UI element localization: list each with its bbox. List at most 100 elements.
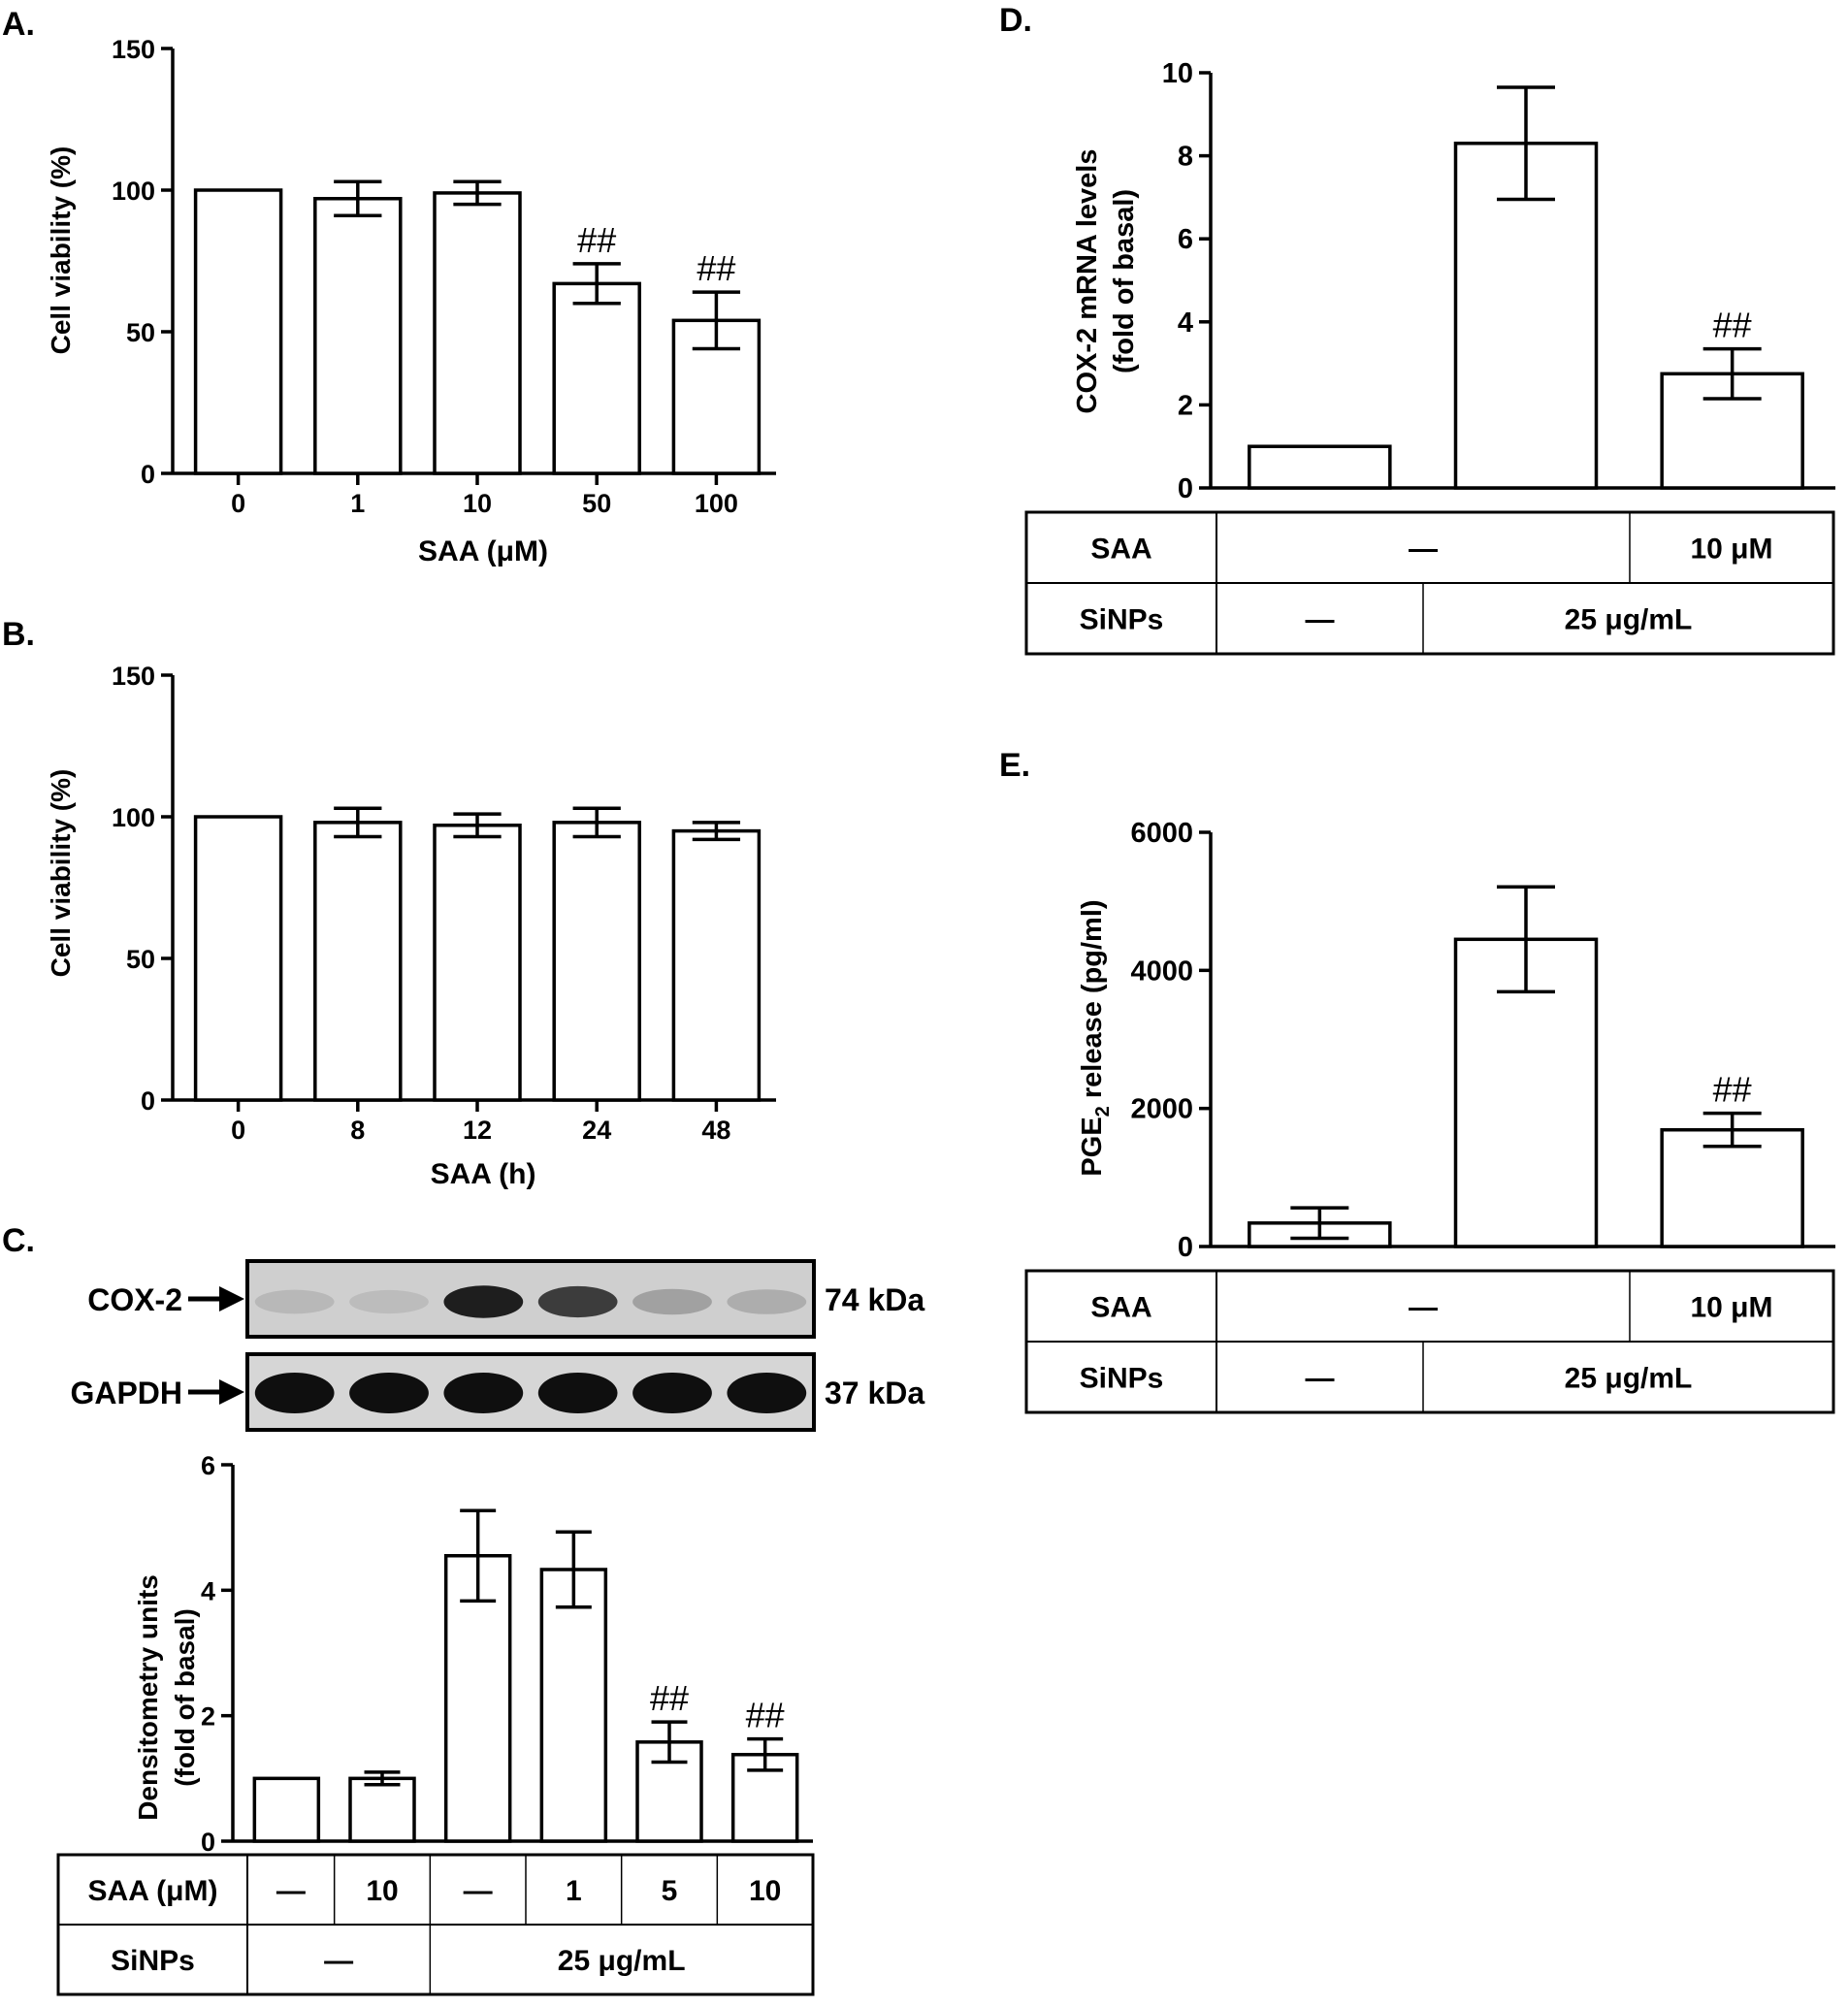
panel-e-ylabel-main: PGE bbox=[1077, 1117, 1108, 1176]
blot-band bbox=[349, 1289, 429, 1314]
table-cell: 25 μg/mL bbox=[558, 1945, 686, 1977]
bar bbox=[552, 281, 641, 475]
table-cell: — bbox=[1306, 604, 1335, 636]
table-row-label: SiNPs bbox=[111, 1945, 195, 1977]
significance-mark: ## bbox=[1713, 1070, 1752, 1110]
significance-mark: ## bbox=[577, 220, 616, 260]
panel-e-plot: 0 2000 4000 6000 ## bbox=[1130, 818, 1835, 1263]
panel-c: C. COX-2 74 kDa GAPDH 37 kDa 0 2 4 6 ## ## Densi… bbox=[2, 1222, 924, 1996]
blot-protein-label: COX-2 bbox=[87, 1282, 182, 1317]
blot-band bbox=[727, 1373, 807, 1413]
y-tick-label: 100 bbox=[112, 803, 155, 832]
bar bbox=[671, 828, 762, 1102]
blot-band bbox=[632, 1288, 712, 1315]
blot-band bbox=[537, 1373, 618, 1413]
x-tick-label: 8 bbox=[350, 1116, 365, 1145]
panel-e-ylabel-sub: 2 bbox=[1092, 1106, 1114, 1117]
y-tick-label: 10 bbox=[1162, 58, 1193, 89]
panel-a-xlabel: SAA (μM) bbox=[418, 535, 548, 567]
x-tick-label: 10 bbox=[463, 489, 492, 518]
panel-c-plot: 0 2 4 6 ## ## bbox=[201, 1451, 813, 1857]
y-tick-label: 0 bbox=[141, 460, 155, 489]
bar bbox=[193, 815, 283, 1102]
y-tick-label: 150 bbox=[112, 35, 155, 64]
panel-e-label: E. bbox=[999, 747, 1030, 784]
panel-a-plot: 0 50 100 150 0 1 10 ## 50 ## 100 bbox=[112, 35, 776, 518]
table-row-label: SAA (μM) bbox=[88, 1875, 218, 1907]
x-tick-label: 100 bbox=[695, 489, 738, 518]
x-tick-label: 12 bbox=[463, 1116, 492, 1145]
panel-c-ylabel-line2: (fold of basal) bbox=[170, 1608, 200, 1787]
arrow-icon-head bbox=[219, 1286, 244, 1312]
table-cell: — bbox=[464, 1875, 493, 1907]
y-tick-label: 2000 bbox=[1130, 1094, 1193, 1125]
panel-b-plot: 0 50 100 150 0 8 12 24 48 bbox=[112, 662, 776, 1145]
table-cell: 10 bbox=[749, 1875, 781, 1907]
x-tick-label: 50 bbox=[582, 489, 611, 518]
bar bbox=[252, 1776, 321, 1843]
y-tick-label: 0 bbox=[1178, 1232, 1193, 1263]
panel-b-label: B. bbox=[2, 616, 35, 653]
blot-band bbox=[727, 1289, 807, 1314]
table-cell: 10 μM bbox=[1690, 1292, 1772, 1324]
y-tick-label: 2 bbox=[201, 1702, 215, 1732]
y-tick-label: 2 bbox=[1178, 390, 1193, 421]
panel-c-treatment-table: SAA (μM) SiNPs — 10 — 1 5 10 — 25 μg/mL bbox=[56, 1853, 815, 1996]
table-cell: — bbox=[1409, 1292, 1438, 1324]
y-tick-label: 4 bbox=[1178, 308, 1193, 339]
y-tick-label: 0 bbox=[141, 1086, 155, 1116]
table-cell: 5 bbox=[662, 1875, 678, 1907]
x-tick-label: 1 bbox=[350, 489, 365, 518]
panel-b-xlabel: SAA (h) bbox=[431, 1158, 536, 1190]
panel-c-western-blot: COX-2 74 kDa GAPDH 37 kDa bbox=[70, 1259, 924, 1432]
table-row-label: SiNPs bbox=[1080, 604, 1164, 636]
blot-size-label: 37 kDa bbox=[825, 1376, 924, 1410]
table-row-label: SiNPs bbox=[1080, 1363, 1164, 1395]
panel-e-treatment-table: SAA SiNPs — 10 μM — 25 μg/mL bbox=[1024, 1269, 1835, 1414]
bar bbox=[1660, 1127, 1804, 1248]
significance-mark: ## bbox=[650, 1678, 689, 1718]
blot-band bbox=[254, 1289, 335, 1314]
bar bbox=[193, 188, 283, 475]
panel-d: D. 0 2 4 6 8 10 ## COX-2 mRNA levels (fold of … bbox=[999, 2, 1835, 656]
bar bbox=[433, 191, 522, 475]
table-cell: — bbox=[324, 1945, 353, 1977]
blot-band bbox=[537, 1285, 618, 1318]
y-tick-label: 50 bbox=[126, 318, 155, 347]
panel-d-ylabel-line2: (fold of basal) bbox=[1109, 189, 1140, 373]
bar bbox=[433, 824, 522, 1102]
blot-box bbox=[245, 1259, 816, 1339]
panel-b-ylabel: Cell viability (%) bbox=[46, 769, 76, 978]
panel-e-ylabel: PGE2 release (pg/ml) bbox=[1077, 899, 1114, 1176]
panel-d-plot: 0 2 4 6 8 10 ## bbox=[1162, 58, 1835, 504]
table-cell: 1 bbox=[566, 1875, 582, 1907]
x-tick-label: 24 bbox=[582, 1116, 611, 1145]
table-cell: 10 μM bbox=[1690, 534, 1772, 566]
table-cell: 10 bbox=[366, 1875, 398, 1907]
panel-d-ylabel-line1: COX-2 mRNA levels bbox=[1072, 149, 1103, 414]
significance-mark: ## bbox=[1713, 306, 1752, 345]
panel-a-ylabel: Cell viability (%) bbox=[46, 146, 76, 355]
x-tick-label: 48 bbox=[701, 1116, 730, 1145]
y-tick-label: 6 bbox=[1178, 224, 1193, 255]
table-cell: 25 μg/mL bbox=[1565, 1363, 1693, 1395]
table-cell: 25 μg/mL bbox=[1565, 604, 1693, 636]
bar bbox=[348, 1776, 416, 1843]
blot-box bbox=[245, 1352, 816, 1432]
panel-c-label: C. bbox=[2, 1222, 35, 1259]
blot-band bbox=[349, 1373, 429, 1413]
bar bbox=[313, 821, 403, 1102]
panel-d-label: D. bbox=[999, 2, 1032, 39]
bar bbox=[313, 197, 403, 475]
panel-c-ylabel-line1: Densitometry units bbox=[133, 1574, 163, 1821]
bar bbox=[1248, 444, 1392, 490]
table-row-label: SAA bbox=[1090, 1292, 1151, 1324]
blot-band bbox=[254, 1373, 335, 1413]
y-tick-label: 50 bbox=[126, 945, 155, 974]
y-tick-label: 0 bbox=[1178, 473, 1193, 504]
table-cell: — bbox=[276, 1875, 306, 1907]
panel-d-treatment-table: SAA SiNPs — 10 μM — 25 μg/mL bbox=[1024, 510, 1835, 656]
bar bbox=[552, 821, 641, 1102]
